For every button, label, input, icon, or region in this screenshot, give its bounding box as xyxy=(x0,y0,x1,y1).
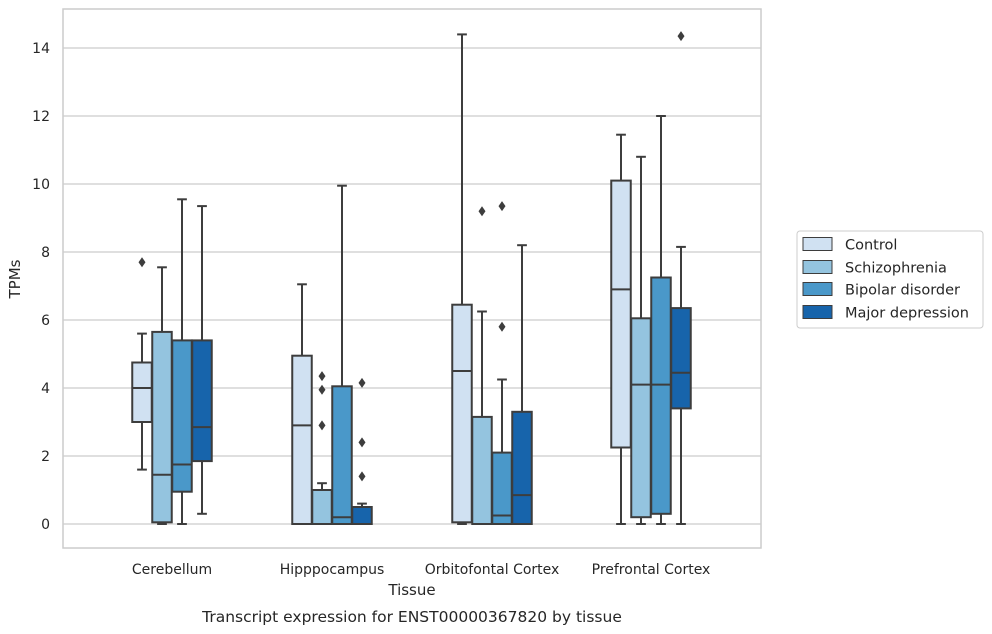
x-tick-label: Cerebellum xyxy=(132,562,212,578)
legend-swatch xyxy=(802,282,833,296)
legend-swatch xyxy=(802,260,833,274)
box xyxy=(311,489,333,525)
outlier-point xyxy=(318,420,326,431)
x-tick-labels: Cerebellum Hipppocampus Orbitofontal Corte… xyxy=(132,562,710,578)
y-tick-label: 12 xyxy=(32,109,50,125)
box xyxy=(471,415,493,525)
legend-item: Schizophrenia xyxy=(802,260,947,277)
legend-item: Control xyxy=(802,237,897,254)
series-major-depression xyxy=(191,31,692,525)
outlier-point xyxy=(677,31,685,42)
outlier-point xyxy=(358,471,366,482)
box xyxy=(511,410,533,525)
legend-label: Bipolar disorder xyxy=(845,283,960,299)
x-axis-label: Tissue xyxy=(387,581,435,599)
y-tick-label: 8 xyxy=(41,245,50,261)
legend-frame xyxy=(796,230,984,329)
legend-label: Schizophrenia xyxy=(845,261,947,277)
box xyxy=(610,179,632,449)
legend-item: Major depression xyxy=(802,305,969,322)
y-tick-label: 14 xyxy=(32,41,50,57)
box-groups xyxy=(131,31,692,526)
legend-label: Major depression xyxy=(845,306,969,322)
legend: Control Schizophrenia Bipolar disorder Majo… xyxy=(796,230,984,329)
legend-swatch xyxy=(802,305,833,319)
box xyxy=(670,307,692,410)
outlier-point xyxy=(358,437,366,448)
legend-swatch xyxy=(802,237,833,251)
y-tick-label: 10 xyxy=(32,177,50,193)
box xyxy=(630,317,652,519)
y-axis-label: TPMs xyxy=(6,259,24,299)
box xyxy=(151,330,173,524)
box xyxy=(331,385,353,525)
y-tick-labels: 0 2 4 6 8 10 12 14 xyxy=(32,41,50,533)
legend-item: Bipolar disorder xyxy=(802,282,960,299)
outlier-point xyxy=(358,377,366,388)
outlier-point xyxy=(498,321,506,332)
y-tick-label: 6 xyxy=(41,313,50,329)
series-schizophrenia xyxy=(151,155,652,525)
box xyxy=(131,361,153,423)
box xyxy=(291,354,313,526)
x-tick-label: Hipppocampus xyxy=(280,562,385,578)
outlier-point xyxy=(138,257,146,268)
box xyxy=(351,506,373,525)
box xyxy=(451,303,473,524)
chart-caption: Transcript expression for ENST0000036782… xyxy=(201,608,622,626)
outlier-point xyxy=(478,206,486,217)
y-tick-label: 2 xyxy=(41,449,50,465)
y-tick-label: 4 xyxy=(41,381,50,397)
plot-frame xyxy=(62,8,762,549)
legend-label: Control xyxy=(845,238,897,254)
y-tick-label: 0 xyxy=(41,517,50,533)
box xyxy=(171,339,193,493)
box xyxy=(491,451,513,526)
x-tick-label: Orbitofontal Cortex xyxy=(425,562,560,578)
outlier-point xyxy=(318,371,326,382)
outlier-point xyxy=(318,384,326,395)
box xyxy=(650,276,672,515)
x-tick-label: Prefrontal Cortex xyxy=(592,562,711,578)
series-control xyxy=(131,33,632,526)
outlier-point xyxy=(498,201,506,212)
box xyxy=(191,339,213,463)
